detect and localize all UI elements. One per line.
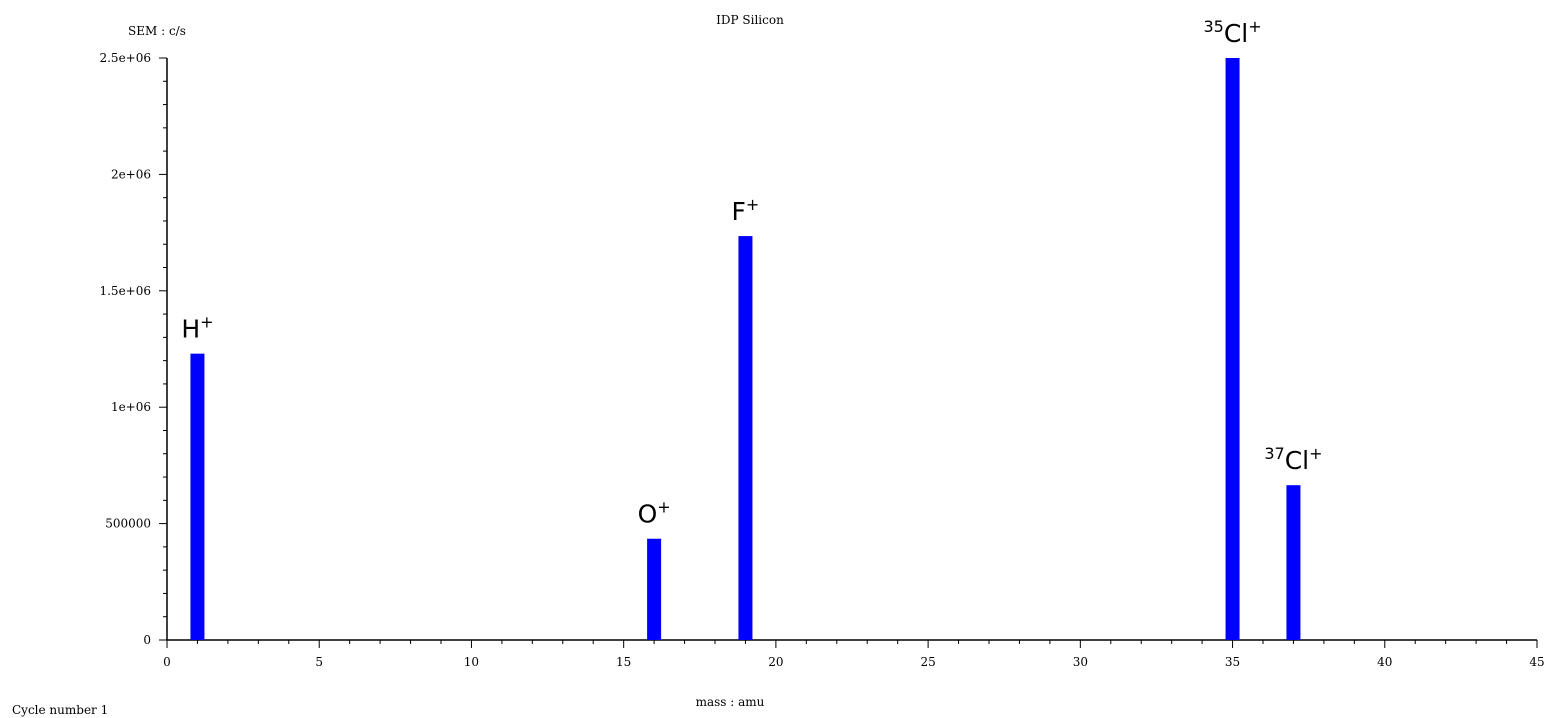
- x-tick-label: 35: [1225, 655, 1240, 669]
- x-tick-label: 5: [315, 655, 323, 669]
- bar-mass-37: [1286, 485, 1301, 640]
- y-axis-label: SEM : c/s: [128, 24, 186, 38]
- x-tick-label: 25: [920, 655, 935, 669]
- x-tick-label: 15: [616, 655, 631, 669]
- bar-mass-35: [1225, 58, 1240, 640]
- bar-mass-1: [190, 353, 205, 640]
- y-tick-label: 1e+06: [111, 400, 151, 414]
- peak-label-mass-number: 35: [1203, 17, 1223, 36]
- peak-label-charge: +: [1248, 17, 1261, 36]
- peak-label-charge: +: [746, 195, 759, 214]
- x-axis-label: mass : amu: [696, 695, 765, 709]
- y-tick-label: 500000: [105, 517, 151, 531]
- y-tick-label: 0: [143, 633, 151, 647]
- peak-label-mass-37: 37Cl+: [1264, 444, 1322, 475]
- peak-label-element: H: [181, 315, 200, 344]
- peak-label-mass-number: 37: [1264, 444, 1284, 463]
- bar-mass-16: [647, 538, 662, 640]
- peak-label-element: Cl: [1224, 19, 1248, 48]
- peak-label-mass-16: O+: [638, 498, 671, 529]
- chart-title: IDP Silicon: [716, 13, 784, 27]
- x-tick-label: 20: [768, 655, 783, 669]
- x-tick-label: 30: [1073, 655, 1088, 669]
- peak-label-mass-35: 35Cl+: [1203, 17, 1261, 48]
- y-tick-label: 2e+06: [111, 167, 151, 181]
- peak-label-mass-19: F+: [732, 195, 760, 226]
- x-tick-label: 10: [464, 655, 479, 669]
- peak-label-charge: +: [1309, 444, 1322, 463]
- bar-mass-19: [738, 236, 753, 641]
- x-tick-label: 40: [1377, 655, 1392, 669]
- x-tick-label: 45: [1529, 655, 1544, 669]
- peak-label-mass-1: H+: [181, 313, 213, 344]
- peak-label-charge: +: [657, 498, 670, 517]
- peak-label-element: Cl: [1285, 446, 1309, 475]
- footer-cycle-label: Cycle number 1: [12, 703, 108, 717]
- peak-label-charge: +: [200, 313, 213, 332]
- y-tick-label: 1.5e+06: [99, 284, 151, 298]
- x-tick-label: 0: [163, 655, 171, 669]
- peak-label-element: F: [732, 197, 746, 226]
- peak-label-element: O: [638, 500, 658, 529]
- y-tick-label: 2.5e+06: [99, 51, 151, 65]
